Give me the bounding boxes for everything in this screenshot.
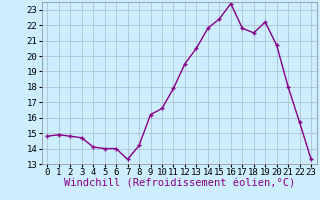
X-axis label: Windchill (Refroidissement éolien,°C): Windchill (Refroidissement éolien,°C) <box>64 179 295 189</box>
